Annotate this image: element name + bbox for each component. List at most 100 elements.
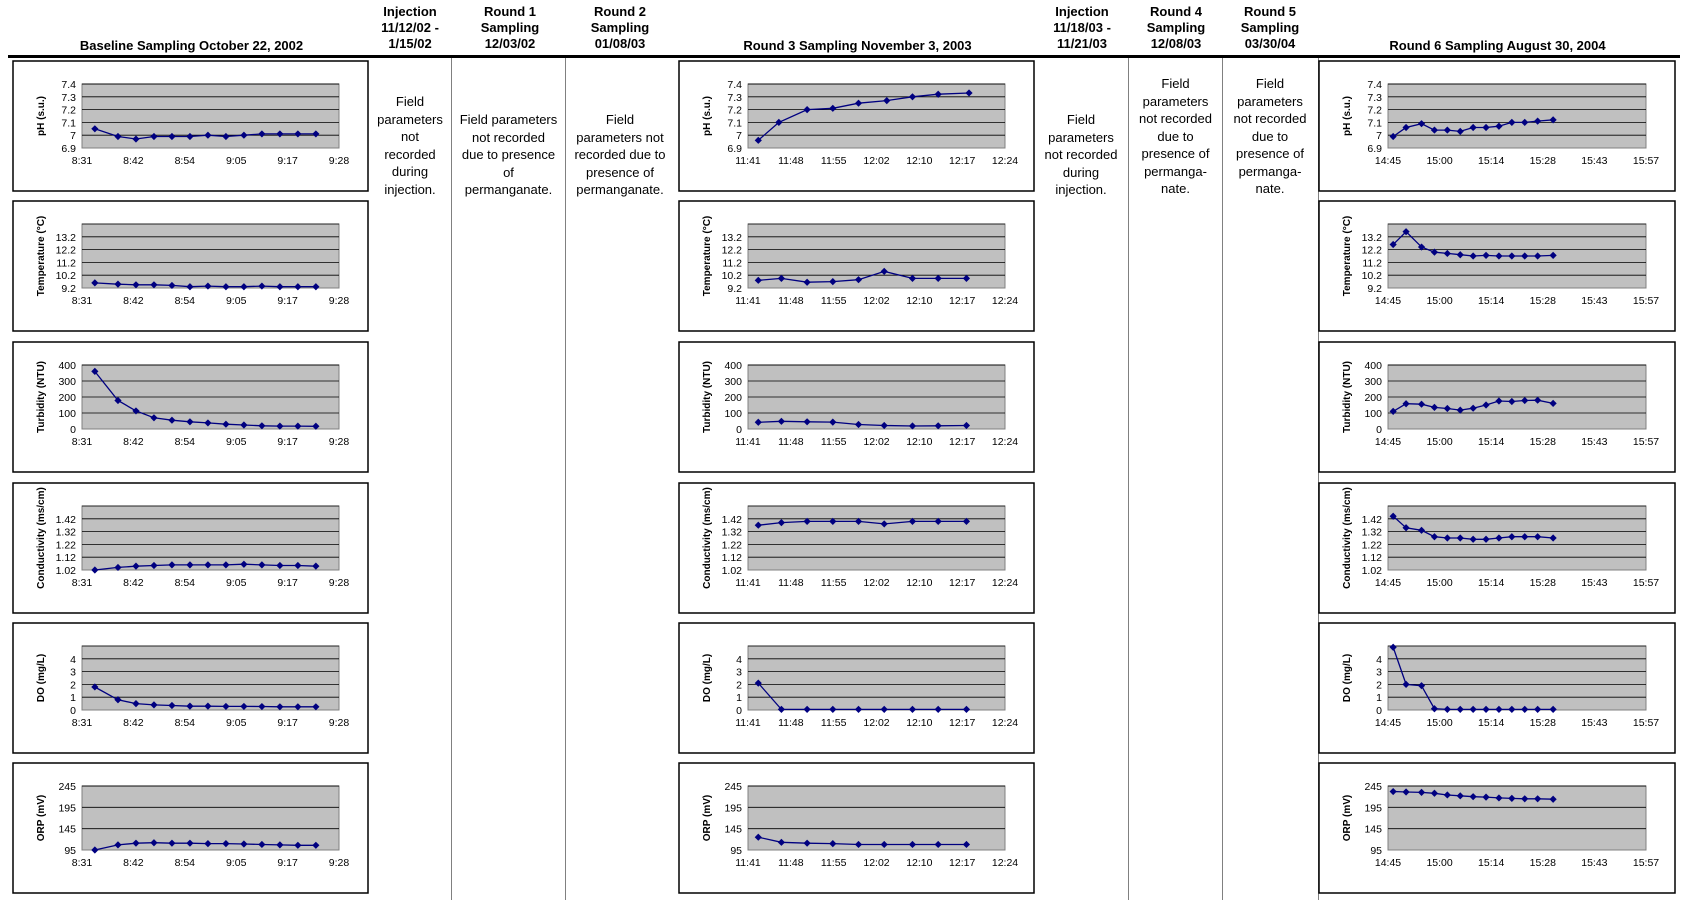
note-round-4: Field parameters not recorded due to pre… [1129,75,1222,198]
x-tick-label: 8:54 [175,577,196,589]
header-line: 12/08/03 [1150,36,1202,51]
data-point [1417,243,1426,251]
x-tick-label: 15:43 [1581,857,1607,869]
x-tick-label: 9:28 [329,717,350,729]
data-point [934,90,942,98]
y-tick-label: 7.3 [1367,92,1382,104]
note-line: during [391,164,429,179]
plot-area [1387,505,1647,571]
data-point [1482,705,1490,713]
x-tick-label: 11:48 [778,577,804,589]
y-axis-label: Turbidity (NTU) [36,361,47,433]
chart-panel-round3-4: 0 1 2 3 4 11:41 11:48 11:55 12:02 12:10 12:17 12:24… [678,622,1035,754]
note-line: not recorded [1044,147,1118,162]
note-line: nate. [1161,181,1190,196]
data-point [1389,132,1397,141]
x-tick-label: 8:54 [175,155,196,167]
data-point [91,279,99,287]
x-tick-label: 9:05 [226,436,247,448]
y-tick-label: 1.32 [1362,527,1383,539]
x-tick-label: 9:28 [329,436,350,448]
y-tick-label: 1.02 [56,565,77,577]
y-tick-label: 145 [724,824,742,836]
chart-svg: 0 100 200 300 400 11:41 11:48 11:55 12:02 12:10 12… [678,341,1035,473]
data-point [1443,249,1451,258]
y-tick-label: 1.02 [722,565,743,577]
x-tick-label: 12:24 [992,295,1018,307]
data-point [1495,534,1503,542]
x-tick-label: 15:57 [1633,577,1659,589]
chart-panel-baseline-5: 95 145 195 245 8:31 8:42 8:54 9:05 9:17 9:28 ORP (… [12,762,369,894]
column-divider [451,58,452,900]
x-tick-label: 9:28 [329,857,350,869]
y-tick-label: 200 [58,392,76,404]
x-tick-label: 11:55 [821,295,847,307]
y-tick-label: 0 [70,705,76,717]
y-tick-label: 1.22 [56,539,77,551]
note-line: parameters [377,111,443,127]
x-tick-label: 11:48 [778,717,804,729]
data-point [1402,400,1410,408]
header-line: 01/08/03 [594,36,646,51]
x-tick-label: 15:00 [1426,577,1452,589]
data-point [1508,252,1516,260]
y-tick-label: 145 [58,824,76,836]
x-tick-label: 15:14 [1478,295,1504,307]
header-line: Sampling [590,20,650,35]
x-tick-label: 15:14 [1478,857,1504,869]
x-tick-label: 15:43 [1581,295,1607,307]
chart-panel-round6-4: 0 1 2 3 4 14:45 15:00 15:14 15:28 15:43 15:57 DO (m… [1318,622,1676,754]
data-point [1549,251,1557,259]
header-line: Round 1 [484,4,536,19]
x-tick-label: 12:24 [992,436,1018,448]
x-tick-label: 12:17 [949,436,975,448]
x-tick-label: 8:31 [72,295,93,307]
data-point [186,132,194,141]
x-tick-label: 8:31 [72,857,93,869]
note-injection-2: Field parameters not recorded during inj… [1035,111,1127,199]
plot-area [747,223,1006,289]
data-point [114,841,122,849]
x-tick-label: 9:05 [226,295,247,307]
data-point [1443,705,1451,713]
data-point [1508,794,1516,802]
data-point [1495,794,1503,802]
data-point [1469,123,1477,132]
data-point [186,839,194,847]
data-point [1549,399,1557,407]
y-tick-label: 10.2 [1362,270,1383,282]
y-tick-label: 11.2 [1362,257,1382,269]
x-tick-label: 15:57 [1633,155,1659,167]
data-point [1549,795,1557,803]
note-line: permanga- [1238,163,1302,179]
y-tick-label: 7.3 [61,92,76,104]
data-point [186,561,194,569]
y-tick-label: 11.2 [56,257,76,269]
data-point [1469,793,1477,801]
y-tick-label: 0 [1376,705,1382,717]
note-line: presence of [1141,146,1210,161]
note-line: Field [395,94,425,109]
x-tick-label: 12:02 [863,295,889,307]
y-tick-label: 2 [1376,679,1382,691]
x-tick-label: 8:42 [123,155,144,167]
plot-area [747,505,1006,571]
note-line: presence of [1236,146,1304,161]
data-point [240,131,248,139]
y-tick-label: 9.2 [1367,283,1382,295]
data-point [150,701,158,709]
header-line: Injection [1055,4,1109,19]
y-tick-label: 0 [736,424,742,436]
data-point [1549,116,1557,124]
x-tick-label: 9:28 [329,577,350,589]
data-point [934,705,942,713]
x-tick-label: 15:57 [1633,717,1659,729]
x-tick-label: 11:48 [778,295,804,307]
data-point [1495,122,1503,130]
y-tick-label: 0 [1376,424,1382,436]
data-point [1482,401,1490,409]
note-line: recorded due to [574,147,666,162]
y-tick-label: 300 [1364,376,1382,388]
